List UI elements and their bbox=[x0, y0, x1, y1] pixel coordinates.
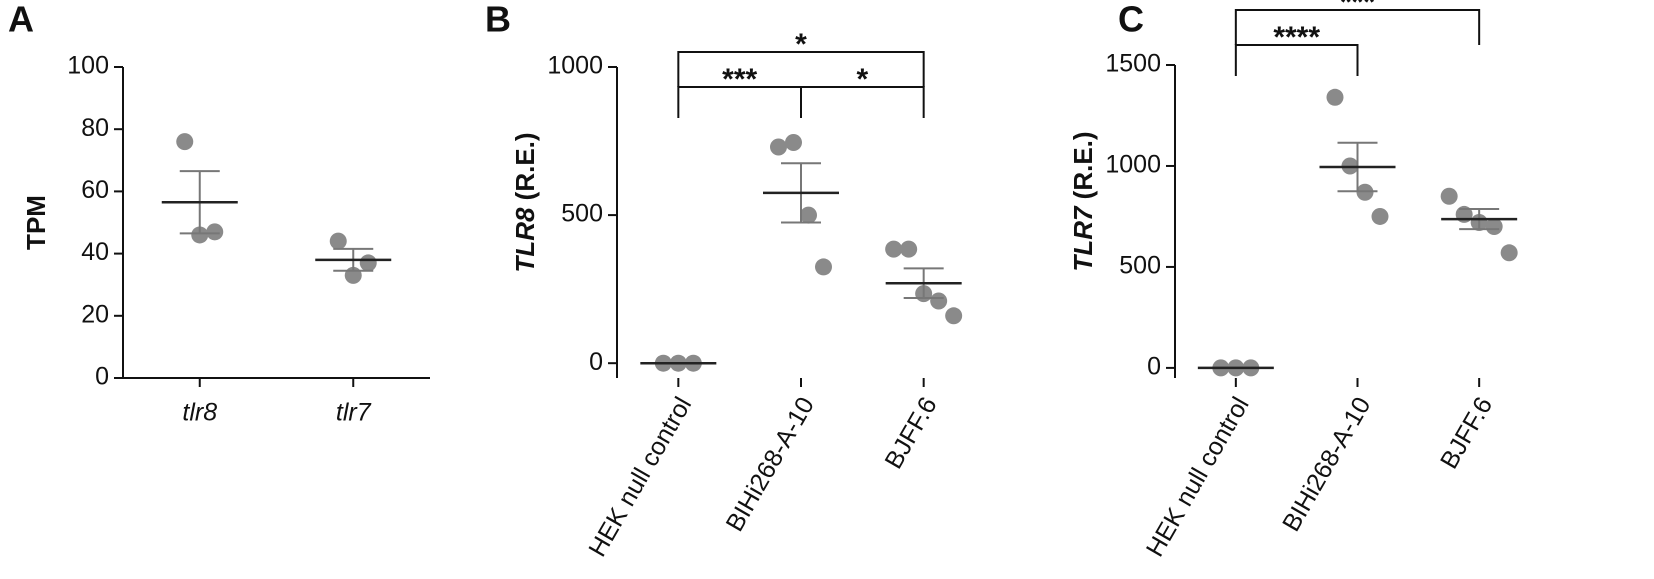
data-point bbox=[1440, 187, 1458, 205]
x-tick-label: tlr7 bbox=[336, 399, 372, 427]
data-point bbox=[176, 133, 194, 151]
x-tick-label: BJFF.6 bbox=[879, 392, 942, 473]
data-point bbox=[900, 240, 918, 258]
significance-label: * bbox=[856, 63, 868, 96]
y-tick-label: 60 bbox=[81, 176, 109, 204]
data-point bbox=[770, 138, 787, 156]
y-axis-label: TLR8 (R.E.) bbox=[510, 132, 540, 272]
y-tick-label: 0 bbox=[589, 348, 603, 376]
y-tick-label: 1500 bbox=[1105, 50, 1161, 78]
x-tick-label: BJFF.6 bbox=[1435, 392, 1498, 473]
data-point bbox=[800, 206, 817, 224]
data-point bbox=[191, 226, 209, 244]
data-point bbox=[1326, 88, 1344, 106]
significance-bracket bbox=[1234, 9, 1481, 45]
data-point bbox=[329, 232, 347, 250]
significance-label: *** bbox=[722, 63, 757, 96]
y-tick-label: 0 bbox=[1147, 353, 1161, 381]
y-axis-label-gene: TLR8 bbox=[510, 207, 540, 273]
y-tick-label: 20 bbox=[81, 300, 109, 328]
data-point bbox=[930, 292, 948, 310]
y-axis-label-unit: (R.E.) bbox=[510, 132, 540, 200]
significance-label: **** bbox=[1273, 21, 1320, 54]
panel-label: C bbox=[1118, 0, 1144, 40]
panel-label: B bbox=[485, 0, 511, 40]
y-tick-label: 1000 bbox=[1105, 151, 1161, 179]
y-tick-label: 500 bbox=[1119, 252, 1161, 280]
data-point bbox=[1485, 218, 1503, 236]
x-tick-label: HEK null control bbox=[583, 392, 697, 561]
y-axis-label: TLR7 (R.E.) bbox=[1068, 131, 1098, 271]
y-tick-label: 100 bbox=[67, 52, 109, 80]
panel-label: A bbox=[8, 0, 34, 40]
y-tick-label: 500 bbox=[561, 200, 603, 228]
significance-label: *** bbox=[1340, 0, 1375, 19]
data-point bbox=[815, 258, 832, 276]
data-point bbox=[945, 307, 963, 325]
x-tick-label: BIHi268-A-10 bbox=[1277, 392, 1376, 536]
y-axis-label: TPM bbox=[21, 195, 51, 250]
y-tick-label: 0 bbox=[95, 363, 109, 391]
y-tick-label: 40 bbox=[81, 238, 109, 266]
significance-bracket bbox=[1234, 44, 1359, 76]
data-point bbox=[1500, 244, 1518, 262]
data-point bbox=[1356, 183, 1374, 201]
y-axis-label-gene: TLR7 bbox=[1068, 205, 1098, 272]
significance-bracket bbox=[677, 51, 925, 87]
y-tick-label: 1000 bbox=[547, 52, 603, 80]
data-point bbox=[1371, 207, 1389, 225]
x-tick-label: HEK null control bbox=[1141, 392, 1255, 561]
data-point bbox=[359, 254, 377, 272]
significance-bracket bbox=[800, 86, 925, 118]
x-tick-label: BIHi268-A-10 bbox=[721, 392, 820, 536]
data-point bbox=[785, 134, 802, 152]
y-axis-label-unit: (R.E.) bbox=[1068, 131, 1098, 199]
x-tick-label: tlr8 bbox=[182, 399, 217, 427]
significance-label: * bbox=[795, 28, 807, 61]
y-tick-label: 80 bbox=[81, 114, 109, 142]
data-point bbox=[885, 240, 903, 258]
data-point bbox=[206, 223, 224, 241]
